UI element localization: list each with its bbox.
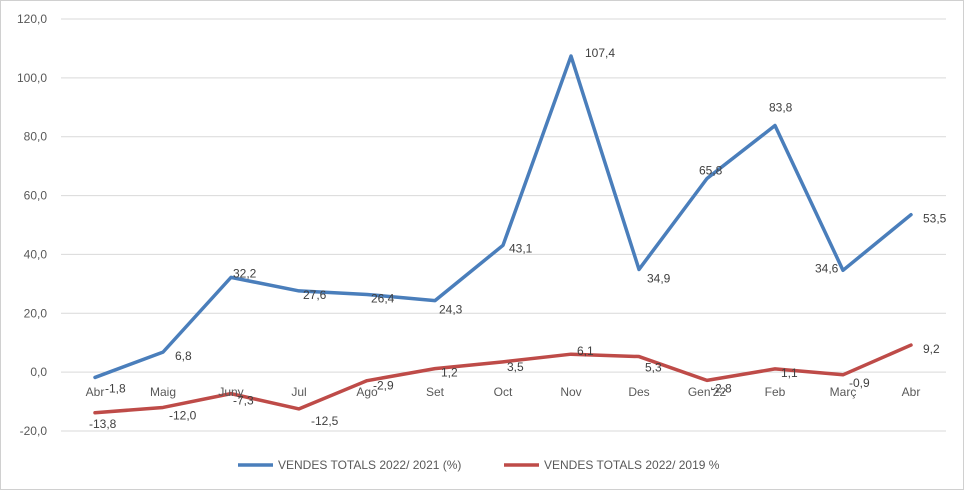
- data-label: -12,5: [311, 414, 339, 428]
- legend-label: VENDES TOTALS 2022/ 2021 (%): [278, 458, 461, 472]
- data-label: 32,2: [233, 266, 257, 280]
- x-tick-label: Des: [628, 385, 649, 399]
- x-tick-label: Set: [426, 385, 445, 399]
- data-label: 3,5: [507, 360, 524, 374]
- y-tick-label: -20,0: [20, 424, 48, 438]
- x-tick-label: Abr: [86, 385, 105, 399]
- y-tick-label: 60,0: [24, 189, 48, 203]
- data-label: -2,9: [373, 379, 394, 393]
- x-tick-label: Nov: [560, 385, 581, 399]
- data-label: 27,6: [303, 288, 327, 302]
- data-label: 53,5: [923, 212, 947, 226]
- data-label: 83,8: [769, 101, 793, 115]
- y-tick-label: 20,0: [24, 306, 48, 320]
- y-tick-label: 100,0: [17, 71, 47, 85]
- data-label: -13,8: [89, 417, 117, 431]
- series-layer: [93, 54, 913, 415]
- legend: VENDES TOTALS 2022/ 2021 (%) VENDES TOTAL…: [238, 458, 720, 472]
- data-label: 6,1: [577, 344, 594, 358]
- data-label: 26,4: [371, 291, 395, 305]
- y-tick-label: 40,0: [24, 247, 48, 261]
- data-label: 65,8: [699, 164, 723, 178]
- grid-layer: [61, 18, 946, 432]
- series-line-1: [93, 54, 913, 380]
- x-tick-label: Ago: [356, 385, 378, 399]
- data-label: 9,2: [923, 342, 940, 356]
- y-tick-label: 120,0: [17, 12, 47, 26]
- data-label: -1,8: [105, 381, 126, 395]
- data-label: 24,3: [439, 303, 463, 317]
- x-axis: Abr Maig Juny Jul Ago Set Oct Nov Des Gen'22 Feb Ma…: [86, 385, 921, 399]
- x-tick-label: Maig: [150, 385, 176, 399]
- data-label: 1,2: [441, 366, 458, 380]
- data-label: 6,8: [175, 349, 192, 363]
- data-label: 34,9: [647, 271, 671, 285]
- data-label: -7,3: [233, 394, 254, 408]
- data-label: 5,3: [645, 361, 662, 375]
- y-tick-label: 0,0: [30, 365, 47, 379]
- data-label: -0,9: [849, 376, 870, 390]
- data-label: 1,1: [781, 366, 798, 380]
- x-tick-label: Oct: [494, 385, 513, 399]
- data-label: 34,6: [815, 261, 839, 275]
- x-tick-label: Abr: [902, 385, 921, 399]
- data-label: -12,0: [169, 408, 197, 422]
- x-tick-label: Gen'22: [688, 385, 727, 399]
- legend-label: VENDES TOTALS 2022/ 2019 %: [544, 458, 720, 472]
- x-tick-label: Feb: [765, 385, 786, 399]
- x-tick-label: Jul: [291, 385, 306, 399]
- data-label: -2,8: [711, 381, 732, 395]
- data-label: 43,1: [509, 241, 533, 255]
- data-labels: -1,8 6,8 32,2 27,6 26,4 24,3 43,1 107,4 34,9 65,8…: [89, 46, 947, 431]
- y-axis: -20,0 0,0 20,0 40,0 60,0 80,0 100,0 120,0: [17, 12, 47, 438]
- series-line-2: [93, 343, 913, 415]
- x-tick-label: Març: [830, 385, 857, 399]
- data-label: 107,4: [585, 46, 615, 60]
- y-tick-label: 80,0: [24, 130, 48, 144]
- x-tick-label: Juny: [218, 385, 243, 399]
